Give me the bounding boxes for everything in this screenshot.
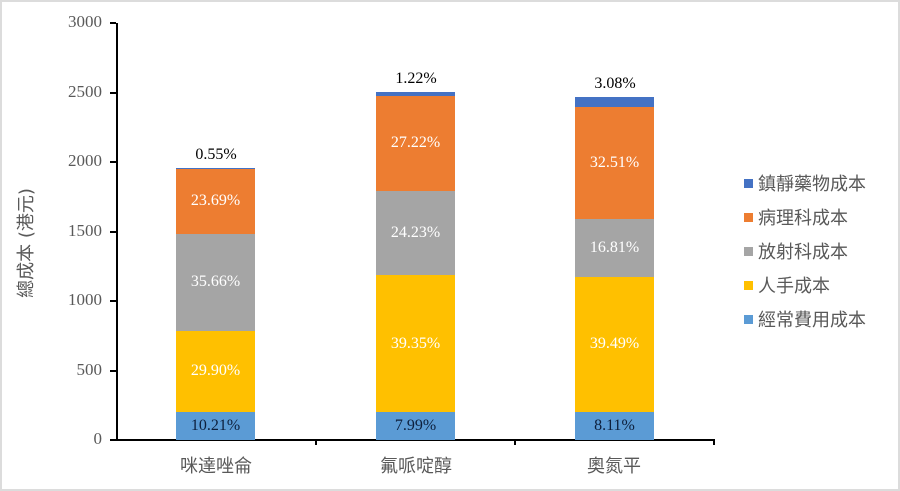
y-axis-title: 總成本 (港元) <box>16 188 37 298</box>
y-tick-mark <box>110 300 116 302</box>
legend-swatch-icon <box>744 212 753 222</box>
legend-label: 病理科成本 <box>758 208 848 229</box>
bar-segment: 7.99% <box>376 412 455 440</box>
bar-segment: 35.66% <box>176 233 255 331</box>
legend-swatch-icon <box>744 246 753 256</box>
x-tick-mark <box>713 439 715 445</box>
legend-label: 經常費用成本 <box>758 310 866 331</box>
top-percent-label: 3.08% <box>594 74 636 92</box>
bar-segment: 10.21% <box>176 412 255 440</box>
y-tick-label: 3000 <box>68 12 102 31</box>
x-tick-mark <box>514 439 516 445</box>
y-tick-mark <box>110 369 116 372</box>
bar-1: 7.99% 39.35% 24.23% 27.22% 1.22% <box>376 0 455 491</box>
top-percent-label: 1.22% <box>395 69 437 87</box>
bar-segment: 23.69% <box>176 169 255 234</box>
segment-percent-label: 23.69% <box>190 192 241 210</box>
segment-percent-label: 32.51% <box>589 154 640 172</box>
legend-swatch-icon <box>744 178 753 188</box>
bar-segment <box>376 91 455 96</box>
bar-0: 10.21% 29.90% 35.66% 23.69% 0.55% <box>176 0 255 491</box>
y-tick-label: 2000 <box>68 151 102 170</box>
y-tick-label: 500 <box>76 359 103 379</box>
legend-label: 人手成本 <box>758 276 830 297</box>
segment-percent-label: 8.11% <box>594 417 635 435</box>
y-tick-mark <box>110 230 116 233</box>
bar-segment: 24.23% <box>376 190 455 276</box>
bar-segment: 29.90% <box>176 330 255 413</box>
segment-percent-label: 39.49% <box>589 335 640 353</box>
y-tick-mark <box>110 22 116 24</box>
legend-item-radiology: 放射科成本 <box>744 234 866 268</box>
segment-percent-label: 29.90% <box>190 362 241 380</box>
bar-2: 8.11% 39.49% 16.81% 32.51% 3.08% <box>575 0 654 491</box>
x-axis-line <box>110 439 714 441</box>
segment-percent-label: 10.21% <box>190 417 241 435</box>
top-percent-label: 0.55% <box>195 145 237 163</box>
bar-segment <box>575 96 654 108</box>
y-tick-mark <box>110 91 116 94</box>
legend-swatch-icon <box>744 314 753 324</box>
y-tick-label: 2500 <box>68 81 102 101</box>
legend-item-sedative: 鎮靜藥物成本 <box>744 166 866 200</box>
legend-label: 鎮靜藥物成本 <box>758 174 866 195</box>
y-axis-line <box>116 23 118 441</box>
legend: 鎮靜藥物成本 病理科成本 放射科成本 人手成本 經常費用成本 <box>744 166 866 336</box>
y-tick-mark <box>110 161 116 163</box>
bar-segment: 39.35% <box>376 275 455 413</box>
bar-segment: 8.11% <box>575 412 654 440</box>
x-label-haloperidol: 氟哌啶醇 <box>380 456 452 477</box>
legend-item-staff: 人手成本 <box>744 268 866 302</box>
bar-segment: 39.49% <box>575 276 654 413</box>
y-tick-label: 0 <box>93 429 103 448</box>
legend-swatch-icon <box>744 280 753 290</box>
bar-segment: 32.51% <box>575 107 654 219</box>
x-label-midazolam: 咪達唑侖 <box>180 456 252 477</box>
y-tick-label: 1500 <box>68 220 102 240</box>
bar-segment: 16.81% <box>575 218 654 277</box>
bar-segment <box>176 167 255 170</box>
legend-item-overhead: 經常費用成本 <box>744 302 866 336</box>
segment-percent-label: 35.66% <box>190 273 241 291</box>
segment-percent-label: 16.81% <box>589 238 640 256</box>
segment-percent-label: 24.23% <box>390 223 441 241</box>
x-tick-mark <box>315 439 317 445</box>
legend-item-pathology: 病理科成本 <box>744 200 866 234</box>
legend-label: 放射科成本 <box>758 242 848 263</box>
bar-segment: 27.22% <box>376 95 455 191</box>
y-tick-label: 1000 <box>68 290 102 309</box>
segment-percent-label: 27.22% <box>390 134 441 152</box>
x-label-olanzapine: 奧氮平 <box>587 456 641 477</box>
segment-percent-label: 7.99% <box>394 417 437 435</box>
segment-percent-label: 39.35% <box>390 334 441 352</box>
